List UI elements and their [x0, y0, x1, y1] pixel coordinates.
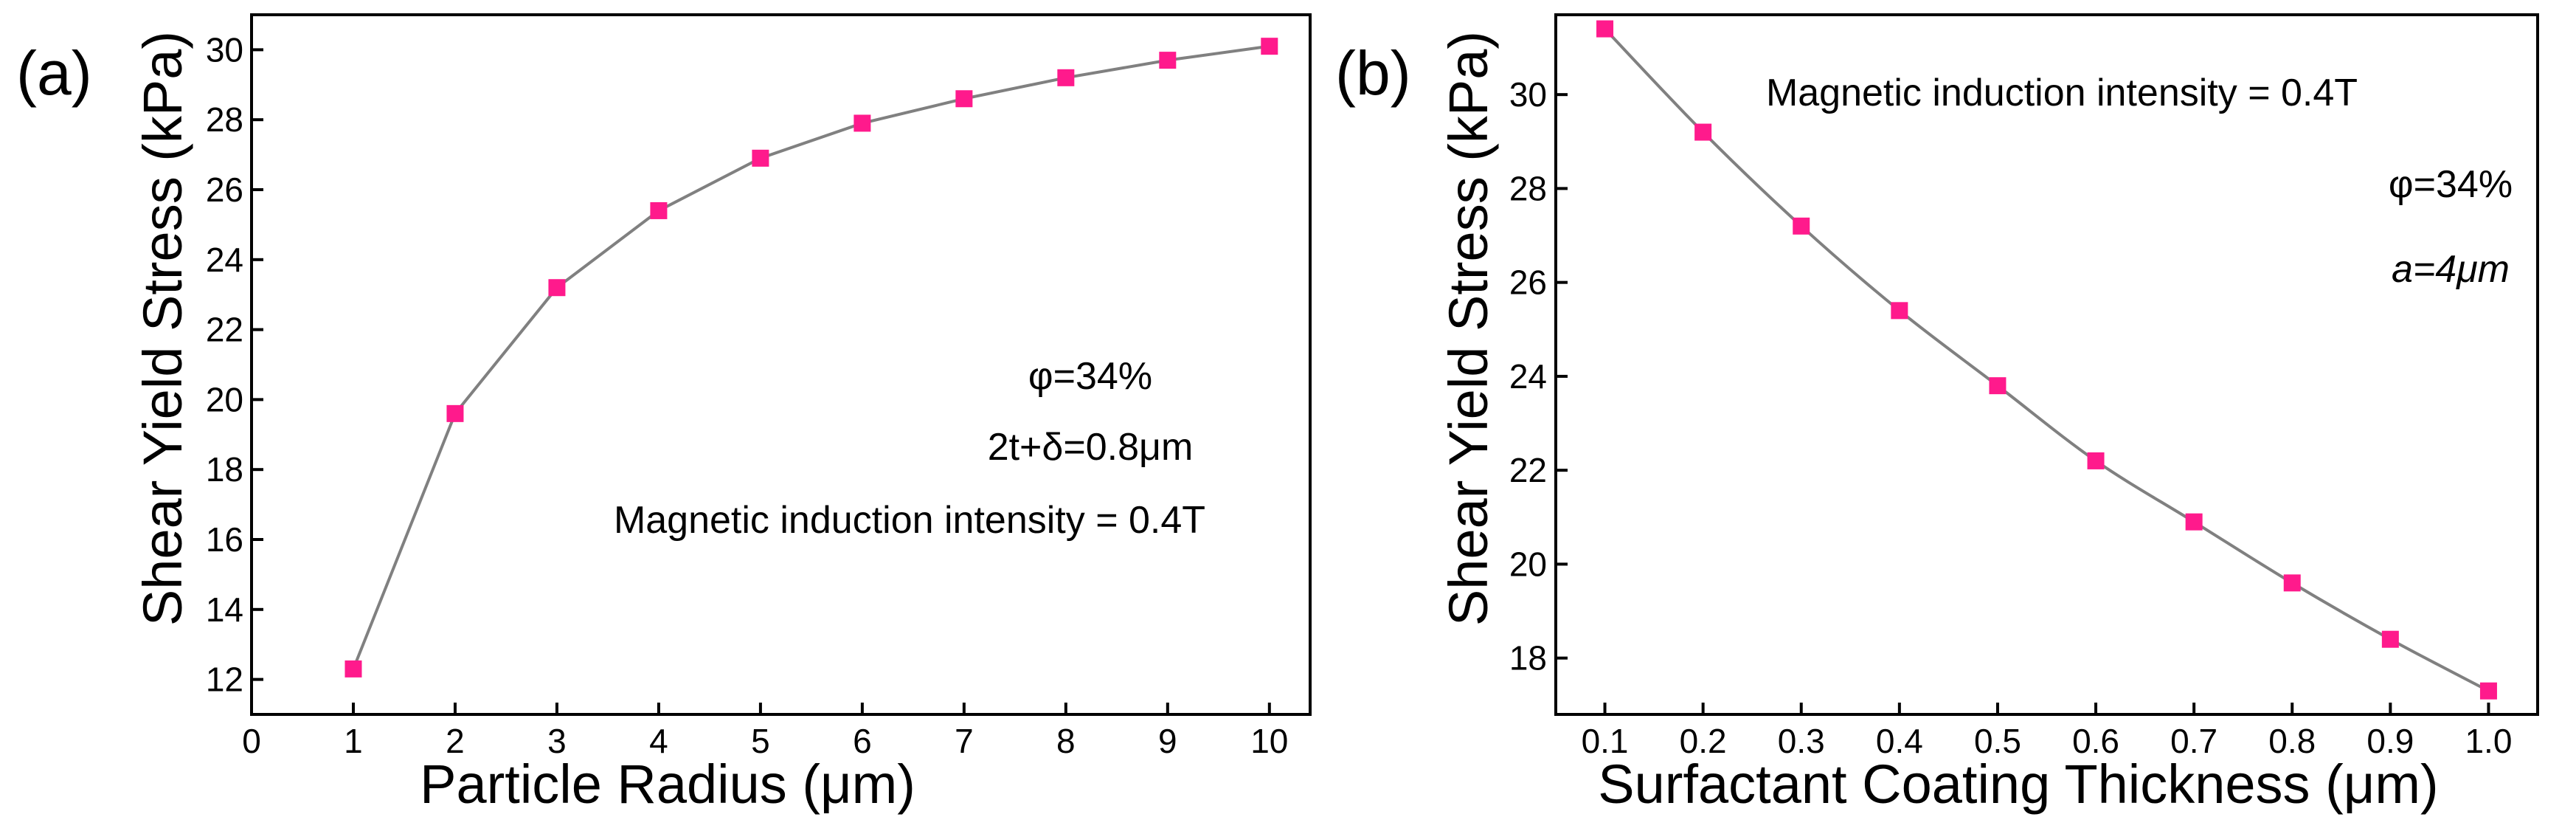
x-tick-label: 0.7	[2170, 722, 2217, 760]
annotation-magnetic-b: Magnetic induction intensity = 0.4T	[1766, 72, 2358, 114]
y-tick-label: 22	[206, 311, 243, 349]
y-tick-label: 24	[1509, 357, 1547, 396]
plot-frame	[250, 13, 1312, 716]
data-point-marker	[1596, 20, 1614, 38]
panel-label-b: (b)	[1335, 38, 1411, 108]
data-point-marker	[548, 279, 566, 297]
x-tick-label: 2	[446, 722, 465, 760]
y-tick-label: 20	[206, 380, 243, 418]
data-point-marker	[344, 660, 362, 678]
y-tick-label: 26	[1509, 263, 1547, 302]
x-axis-title-b: Surfactant Coating Thickness (μm)	[1598, 754, 2438, 815]
chart-panel-b: (b) 0.1 0.2 0.3 0.4 0.5 0.6 0.7 0.8 0.9 1.0 18 20 22…	[1335, 13, 2539, 815]
annotation-thickness-a: 2t+δ=0.8μm	[988, 426, 1194, 469]
annotation-phi-b: φ=34%	[2389, 163, 2513, 206]
panel-label-a: (a)	[16, 38, 92, 108]
data-point-marker	[2283, 574, 2301, 592]
data-point-marker	[1989, 377, 2007, 395]
y-tick-label: 18	[206, 450, 243, 489]
series-line	[352, 44, 1270, 670]
y-tick-label: 28	[1509, 169, 1547, 207]
y-tick-label: 18	[1509, 639, 1547, 678]
x-tick-label: 10	[1250, 722, 1288, 760]
x-tick-label: 0	[242, 722, 261, 760]
data-point-marker	[446, 404, 464, 422]
data-point-marker	[2185, 513, 2203, 531]
series-b	[1596, 20, 2497, 700]
x-tick-label: 0.1	[1582, 722, 1629, 760]
data-point-marker	[2479, 682, 2497, 700]
x-tick-label: 8	[1056, 722, 1076, 760]
x-tick-label: 0.9	[2366, 722, 2414, 760]
plot-frame	[1554, 13, 2539, 716]
x-axis-title-a: Particle Radius (μm)	[420, 754, 915, 815]
y-tick-label: 12	[206, 661, 243, 699]
x-tick-label: 0.5	[1974, 722, 2021, 760]
annotation-magnetic-a: Magnetic induction intensity = 0.4T	[614, 499, 1205, 542]
data-point-marker	[1057, 69, 1075, 86]
x-tick-label: 7	[955, 722, 974, 760]
x-tick-label: 0.3	[1778, 722, 1825, 760]
x-tick-label: 9	[1158, 722, 1177, 760]
y-tick-label: 20	[1509, 545, 1547, 583]
data-point-marker	[1694, 123, 1712, 141]
data-point-marker	[854, 114, 871, 132]
y-tick-label: 22	[1509, 451, 1547, 489]
data-point-marker	[955, 90, 973, 108]
y-tick-label: 30	[1509, 75, 1547, 114]
y-tick-label: 26	[206, 170, 243, 209]
x-tick-label: 0.8	[2268, 722, 2316, 760]
x-tick-label: 1	[344, 722, 363, 760]
y-tick-label: 28	[206, 100, 243, 139]
x-tick-label: 0.4	[1876, 722, 1923, 760]
annotation-radius-b: a=4μm	[2392, 248, 2510, 291]
x-tick-label: 0.6	[2072, 722, 2119, 760]
data-point-marker	[1891, 302, 1908, 320]
y-tick-label: 14	[206, 590, 243, 629]
data-point-marker	[1261, 38, 1278, 55]
x-tick-label: 3	[547, 722, 567, 760]
x-tick-label: 6	[853, 722, 872, 760]
y-axis-title-b: Shear Yield Stress (kPa)	[1438, 31, 1499, 626]
x-tick-label: 0.2	[1680, 722, 1727, 760]
y-tick-label: 16	[206, 520, 243, 559]
y-axis-title-a: Shear Yield Stress (kPa)	[132, 31, 193, 626]
x-tick-label: 5	[751, 722, 770, 760]
data-point-marker	[650, 201, 668, 219]
y-tick-label: 30	[206, 30, 243, 69]
data-point-marker	[1793, 217, 1810, 235]
x-tick-label: 4	[649, 722, 668, 760]
series-a	[344, 38, 1278, 678]
data-point-marker	[1159, 52, 1177, 69]
y-tick-label: 24	[206, 241, 243, 279]
data-point-marker	[2087, 452, 2105, 469]
data-point-marker	[2381, 630, 2399, 648]
axes-b: 0.1 0.2 0.3 0.4 0.5 0.6 0.7 0.8 0.9 1.0 18 20 22 24 26…	[1509, 13, 2539, 760]
series-line	[1604, 27, 2490, 692]
x-tick-label: 1.0	[2465, 722, 2512, 760]
data-point-marker	[752, 149, 769, 167]
annotation-phi-a: φ=34%	[1028, 355, 1152, 398]
